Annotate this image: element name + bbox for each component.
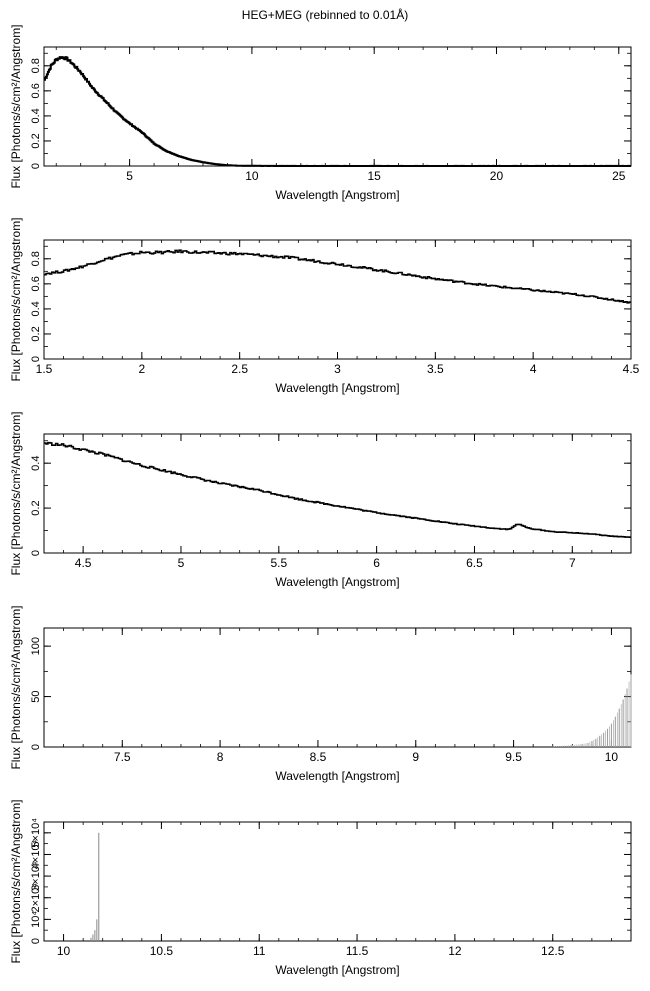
x-tick-label: 3.5 xyxy=(427,362,444,376)
chart-panel-3: 4.5 5 5.5 6 6.5 7 0 0.2 0.4 Wavelength [Angstrom]… xyxy=(9,411,632,589)
y-tick-label: 0 xyxy=(30,356,42,362)
x-axis-label: Wavelength [Angstrom] xyxy=(275,188,399,202)
x-tick-label: 9 xyxy=(412,750,419,764)
x-tick-label: 4 xyxy=(530,362,537,376)
y-axis-label: Flux [Photons/s/cm²/Angstrom] xyxy=(9,217,23,381)
y-tick-label: 0 xyxy=(30,550,42,556)
y-tick-label: 3×10⁴ xyxy=(30,861,42,891)
plot-frame xyxy=(43,433,632,554)
x-tick-label: 7 xyxy=(569,556,576,570)
x-tick-label: 10 xyxy=(245,169,259,183)
y-tick-label: 0 xyxy=(30,938,42,944)
y-tick-label: 0.2 xyxy=(30,326,42,341)
x-tick-label: 5 xyxy=(126,169,133,183)
y-tick-label: 0 xyxy=(30,163,42,169)
y-tick-label: 0.8 xyxy=(30,58,42,73)
y-tick-label: 100 xyxy=(30,637,42,655)
y-tick-label: 0.2 xyxy=(30,133,42,148)
x-tick-label: 8.5 xyxy=(310,750,327,764)
x-tick-label: 3 xyxy=(334,362,341,376)
x-tick-label: 12 xyxy=(448,944,462,958)
x-axis-label: Wavelength [Angstrom] xyxy=(275,769,399,783)
y-axis-label: Flux [Photons/s/cm²/Angstrom] xyxy=(9,605,23,769)
chart-panel-5: 10 10.5 11 11.5 12 12.5 0 10⁴2×10⁴3×10⁴4×10⁴5×1… xyxy=(9,799,632,977)
y-tick-label: 0 xyxy=(30,744,42,750)
x-tick-label: 1.5 xyxy=(36,362,53,376)
x-tick-label: 6.5 xyxy=(466,556,483,570)
x-tick-label: 7.5 xyxy=(114,750,131,764)
x-tick-label: 10.5 xyxy=(150,944,174,958)
series-line xyxy=(44,441,631,538)
y-tick-label: 0.6 xyxy=(30,83,42,98)
x-tick-label: 10 xyxy=(605,750,619,764)
x-tick-label: 15 xyxy=(368,169,382,183)
x-tick-label: 10 xyxy=(57,944,71,958)
y-tick-label: 0.4 xyxy=(30,456,42,471)
x-tick-label: 12.5 xyxy=(541,944,565,958)
y-tick-label: 4×10⁴ xyxy=(30,839,42,869)
x-axis-label: Wavelength [Angstrom] xyxy=(275,381,399,395)
x-axis-label: Wavelength [Angstrom] xyxy=(275,575,399,589)
y-tick-label: 10⁴ xyxy=(30,911,42,928)
y-tick-label: 0.4 xyxy=(30,301,42,316)
y-tick-label: 0.6 xyxy=(30,276,42,291)
plot-frame xyxy=(43,239,632,360)
x-tick-label: 2 xyxy=(138,362,145,376)
y-tick-label: 0.2 xyxy=(30,500,42,515)
x-tick-label: 25 xyxy=(612,169,626,183)
chart-panel-2: 1.5 2 2.5 3 3.5 4 4.5 0 0.2 0.4 0.6 0.8 Wavelength [… xyxy=(9,217,640,395)
plot-frame xyxy=(43,821,632,942)
y-axis-label: Flux [Photons/s/cm²/Angstrom] xyxy=(9,24,23,188)
y-tick-label: 0.8 xyxy=(30,251,42,266)
x-tick-label: 4.5 xyxy=(75,556,92,570)
y-axis-label: Flux [Photons/s/cm²/Angstrom] xyxy=(9,799,23,963)
series-line xyxy=(44,56,631,167)
y-tick-label: 2×10⁴ xyxy=(30,883,42,913)
plot-frame xyxy=(43,627,632,748)
x-tick-label: 2.5 xyxy=(231,362,248,376)
page-title: HEG+MEG (rebinned to 0.01Å) xyxy=(241,8,409,22)
y-axis-label: Flux [Photons/s/cm²/Angstrom] xyxy=(9,411,23,575)
x-tick-label: 5 xyxy=(178,556,185,570)
y-tick-label: 50 xyxy=(30,690,42,702)
x-tick-label: 5.5 xyxy=(270,556,287,570)
x-tick-label: 11 xyxy=(253,944,266,958)
x-tick-label: 6 xyxy=(373,556,380,570)
y-tick-label: 5×10⁴ xyxy=(30,818,42,848)
plot-frame xyxy=(43,46,632,167)
x-tick-label: 20 xyxy=(490,169,504,183)
x-tick-label: 8 xyxy=(217,750,224,764)
x-tick-label: 9.5 xyxy=(505,750,522,764)
x-tick-label: 11.5 xyxy=(346,944,369,958)
y-tick-label: 0.4 xyxy=(30,108,42,123)
x-tick-label: 4.5 xyxy=(623,362,640,376)
x-axis-label: Wavelength [Angstrom] xyxy=(275,963,399,977)
chart-panel-1: 5 10 15 20 25 0 0.2 0.4 0.6 0.8 Wavelength [Angstr… xyxy=(9,24,632,202)
series-line xyxy=(44,249,631,304)
